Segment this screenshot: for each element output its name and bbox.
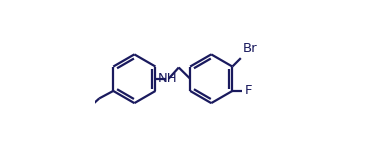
Text: NH: NH: [157, 72, 177, 85]
Text: Br: Br: [243, 42, 257, 55]
Text: F: F: [245, 84, 252, 98]
